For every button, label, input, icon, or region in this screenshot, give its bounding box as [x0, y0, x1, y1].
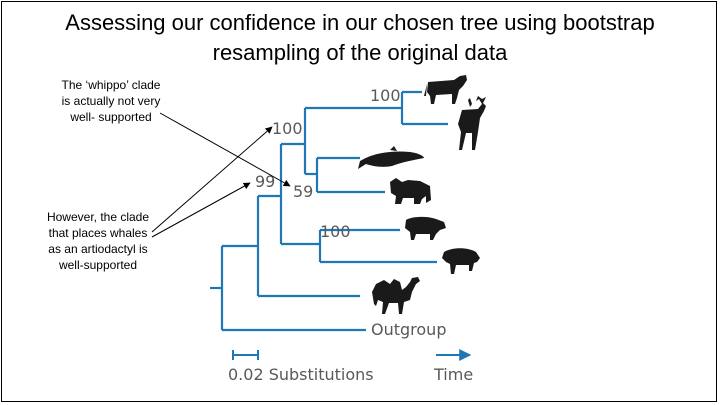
whippo-arrow	[159, 112, 291, 187]
annotation-arrows	[151, 112, 291, 238]
note-line: However, the clade	[46, 210, 150, 224]
note-line: as an artiodactyl is	[48, 242, 148, 256]
scale-label: 0.02 Substitutions	[228, 365, 374, 384]
bootstrap-pig-peccary: 100	[320, 222, 351, 241]
ruminant-arrow	[151, 126, 273, 233]
bootstrap-artiodactyl: 99	[255, 172, 275, 191]
whale-icon	[358, 146, 424, 169]
time-label: Time	[433, 365, 473, 384]
hippo-icon	[390, 178, 431, 204]
title-line-2: resampling of the original data	[212, 40, 508, 65]
note-line: is actually not very	[61, 94, 161, 108]
artiodactyl-arrow	[151, 182, 251, 238]
bootstrap-values: 100 100 99 59 100 Outgroup 0.02 Substitu…	[228, 86, 473, 384]
outgroup-label: Outgroup	[371, 320, 446, 339]
peccary-icon	[442, 248, 480, 274]
cow-icon	[424, 75, 467, 104]
camel-icon	[372, 277, 420, 314]
note-line: well- supported	[70, 110, 152, 124]
title-line-1: Assessing our confidence in our chosen t…	[65, 10, 655, 35]
bootstrap-ruminant: 100	[272, 119, 303, 138]
tree-branches	[210, 90, 448, 332]
whippo-annotation: The ‘whippo’ clade is actually not very …	[40, 77, 182, 125]
bootstrap-whippo: 59	[293, 182, 313, 201]
note-line: well-supported	[58, 258, 138, 272]
note-line: that places whales	[48, 226, 148, 240]
scale-bar	[232, 350, 259, 360]
artiodactyl-annotation: However, the clade that places whales as…	[26, 209, 170, 273]
pig-icon	[405, 216, 446, 240]
slide-title: Assessing our confidence in our chosen t…	[0, 8, 720, 68]
note-line: The ‘whippo’ clade	[61, 78, 161, 92]
deer-icon	[458, 96, 486, 150]
bootstrap-cow-deer: 100	[370, 86, 401, 105]
taxa-icons	[358, 75, 486, 314]
